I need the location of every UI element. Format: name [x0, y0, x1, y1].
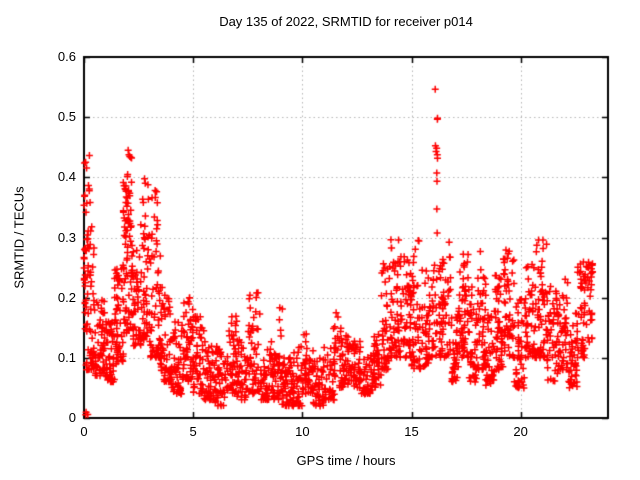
y-tick-label: 0.4 — [57, 169, 76, 185]
chart-title: Day 135 of 2022, SRMTID for receiver p01… — [219, 14, 473, 29]
x-tick-label: 10 — [295, 424, 310, 439]
y-tick-label: 0.6 — [57, 49, 76, 64]
y-tick-label: 0.1 — [57, 349, 76, 365]
y-axis-label-box: SRMTID / TECUs — [6, 57, 32, 418]
y-tick-label: 0.2 — [57, 289, 76, 305]
x-tick-label: 0 — [80, 424, 88, 439]
y-tick-label: 0.5 — [57, 109, 76, 125]
x-axis-label: GPS time / hours — [296, 453, 396, 468]
x-tick-label: 20 — [513, 424, 528, 439]
y-tick-label: 0 — [68, 410, 76, 425]
x-tick-label: 15 — [404, 424, 419, 439]
y-axis-label: SRMTID / TECUs — [11, 186, 27, 289]
x-tick-label: 5 — [189, 424, 197, 439]
y-tick-label: 0.3 — [57, 229, 76, 245]
